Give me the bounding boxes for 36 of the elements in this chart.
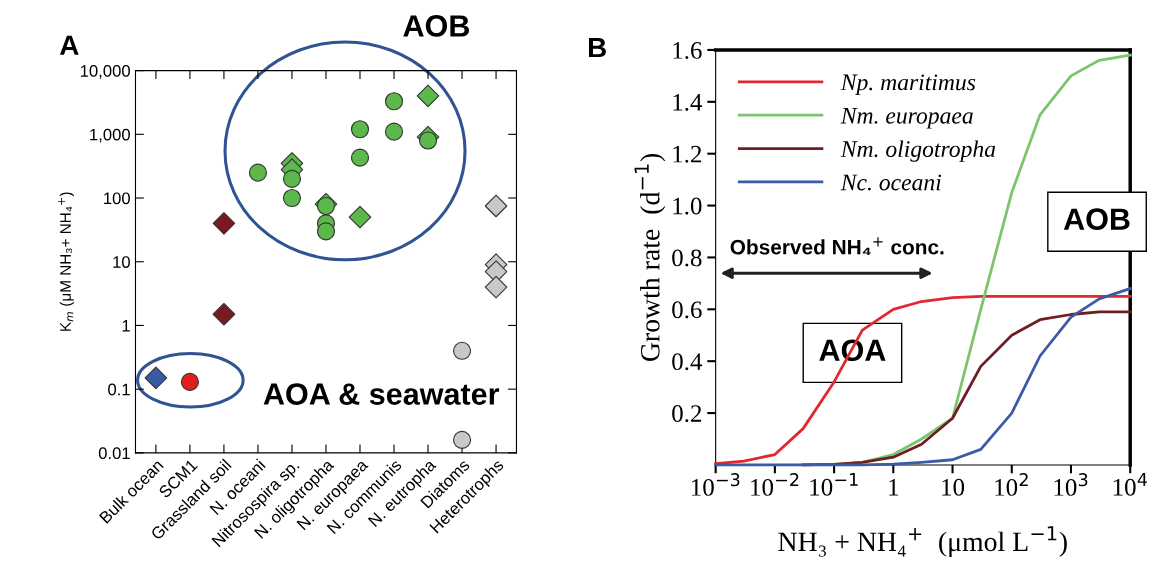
- annotation: AOA & seawater: [263, 383, 500, 405]
- y-tick-label: 0.2: [672, 405, 702, 423]
- annotation: AOB: [1063, 208, 1130, 230]
- y-tick-label: 1.2: [673, 145, 702, 163]
- x-tick-label: 10$^{4}$: [1113, 473, 1147, 496]
- legend-label: Nm. oligotropha: [840, 140, 996, 162]
- y-tick-label: 0.1: [108, 383, 130, 396]
- x-tick-label: 10$^{−1}$: [810, 473, 858, 496]
- chart-title: A: [59, 35, 79, 55]
- x-tick-label: 10: [942, 478, 965, 496]
- text: AOB: [403, 15, 470, 37]
- x-tick-label: 10$^{−3}$: [691, 473, 740, 496]
- y-axis-title: Growth rate (d$^{−1}$): [634, 153, 666, 362]
- x-tick-label: 10$^{3}$: [1054, 473, 1088, 496]
- y-tick-label: 0.6: [672, 301, 702, 319]
- x-tick-label: 1: [889, 478, 899, 496]
- x-axis-title: NH₃ + NH₄$^{+}$ (μmol L$^{−1}$): [778, 526, 1067, 557]
- y-tick-label: 1,000: [90, 128, 130, 143]
- y-tick-label: 10: [113, 256, 130, 268]
- y-tick-label: 0.8: [672, 249, 702, 267]
- y-tick-label: 100: [104, 192, 130, 205]
- y-tick-label: 0.01: [98, 447, 130, 460]
- y-tick-label: 1: [122, 320, 130, 332]
- legend-label: Np. maritimus: [840, 74, 976, 96]
- legend-label: Nm. europaea: [840, 107, 973, 129]
- y-tick-label: 1.6: [673, 42, 702, 59]
- annotation: Observed NH₄$^{+}$ conc.: [730, 237, 944, 256]
- x-tick-label: 10$^{2}$: [995, 473, 1028, 496]
- y-tick-label: 10,000: [80, 65, 130, 79]
- y-tick-label: 1.4: [673, 93, 703, 111]
- y-axis-title: K$_{m}$ (μM NH₃+ NH₄$^{+}$): [58, 192, 74, 331]
- chart-title: B: [588, 38, 606, 58]
- y-tick-label: 0.4: [672, 353, 703, 371]
- y-tick-label: 1.0: [673, 197, 702, 215]
- x-tick-label: 10$^{−2}$: [751, 473, 799, 496]
- legend-label: Nc. oceani: [840, 174, 942, 191]
